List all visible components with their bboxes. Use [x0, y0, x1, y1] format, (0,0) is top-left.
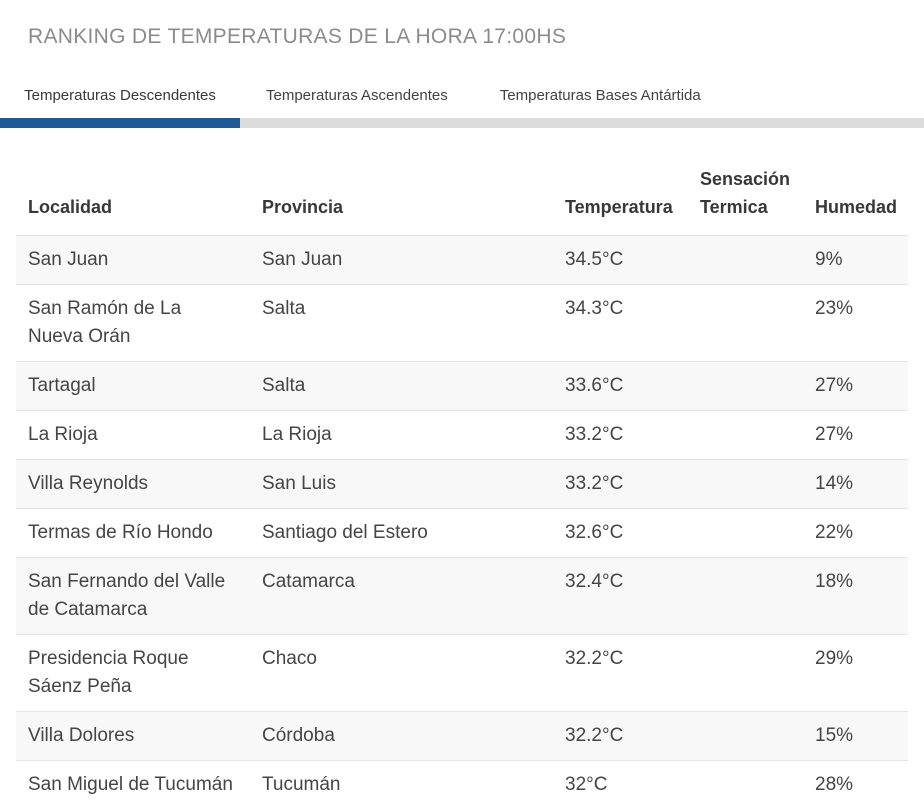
cell-humedad: 29%	[815, 648, 854, 669]
tab-temperaturas-descendentes[interactable]: Temperaturas Descendentes	[24, 87, 216, 104]
cell-localidad: Presidencia Roque Sáenz Peña	[28, 648, 189, 697]
cell-provincia: La Rioja	[262, 424, 332, 445]
table-row: San Miguel de Tucumán Tucumán 32°C 28%	[16, 760, 908, 802]
cell-temperatura: 33.2°C	[565, 473, 624, 494]
cell-temperatura: 32.4°C	[565, 571, 624, 592]
cell-sensacion-termica	[688, 362, 803, 411]
table-row: La Rioja La Rioja 33.2°C 27%	[16, 410, 908, 460]
cell-provincia: Catamarca	[262, 571, 355, 592]
table-row: San Fernando del Valle de Catamarca Cata…	[16, 557, 908, 635]
cell-sensacion-termica	[688, 236, 803, 285]
table-row: San Juan San Juan 34.5°C 9%	[16, 235, 908, 285]
tab-temperaturas-bases-antartida[interactable]: Temperaturas Bases Antártida	[499, 87, 701, 104]
tab-temperaturas-ascendentes[interactable]: Temperaturas Ascendentes	[266, 87, 448, 104]
cell-localidad: Villa Reynolds	[28, 473, 149, 494]
table-header-row: Localidad Provincia Temperatura Sensació…	[16, 165, 908, 236]
table-row: Tartagal Salta 33.6°C 27%	[16, 361, 908, 411]
cell-localidad: Termas de Río Hondo	[28, 522, 213, 543]
cell-temperatura: 32.2°C	[565, 648, 624, 669]
cell-temperatura: 32°C	[565, 774, 608, 795]
cell-sensacion-termica	[688, 635, 803, 712]
cell-temperatura: 32.6°C	[565, 522, 624, 543]
column-header-temperatura: Temperatura	[565, 197, 673, 217]
cell-temperatura: 34.5°C	[565, 249, 624, 270]
cell-provincia: Salta	[262, 298, 306, 319]
cell-provincia: Chaco	[262, 648, 317, 669]
cell-localidad: La Rioja	[28, 424, 98, 445]
cell-humedad: 14%	[815, 473, 854, 494]
cell-localidad: Villa Dolores	[28, 725, 135, 746]
table-row: Villa Dolores Córdoba 32.2°C 15%	[16, 711, 908, 761]
cell-provincia: Tucumán	[262, 774, 341, 795]
cell-provincia: San Juan	[262, 249, 343, 270]
cell-sensacion-termica	[688, 712, 803, 761]
cell-humedad: 22%	[815, 522, 854, 543]
tab-bar: Temperaturas Descendentes Temperaturas A…	[0, 88, 924, 104]
cell-localidad: San Miguel de Tucumán	[28, 774, 233, 795]
table-row: Termas de Río Hondo Santiago del Estero …	[16, 508, 908, 558]
column-header-localidad: Localidad	[28, 197, 113, 217]
table-body: San Juan San Juan 34.5°C 9% San Ramón de…	[16, 235, 908, 802]
cell-temperatura: 33.2°C	[565, 424, 624, 445]
table-row: Presidencia Roque Sáenz Peña Chaco 32.2°…	[16, 634, 908, 712]
cell-sensacion-termica	[688, 509, 803, 558]
column-header-sensacion-termica: Sensación Termica	[700, 169, 791, 217]
cell-temperatura: 34.3°C	[565, 298, 624, 319]
cell-sensacion-termica	[688, 285, 803, 362]
page-title: RANKING DE TEMPERATURAS DE LA HORA 17:00…	[28, 25, 567, 48]
cell-provincia: Córdoba	[262, 725, 335, 746]
column-header-humedad: Humedad	[815, 197, 898, 217]
column-header-provincia: Provincia	[262, 197, 344, 217]
cell-provincia: Salta	[262, 375, 306, 396]
table-row: San Ramón de La Nueva Orán Salta 34.3°C …	[16, 284, 908, 362]
cell-humedad: 27%	[815, 375, 854, 396]
cell-humedad: 28%	[815, 774, 854, 795]
cell-sensacion-termica	[688, 460, 803, 509]
cell-provincia: Santiago del Estero	[262, 522, 428, 543]
cell-localidad: San Ramón de La Nueva Orán	[28, 298, 182, 347]
cell-temperatura: 33.6°C	[565, 375, 624, 396]
temperature-ranking-table: Localidad Provincia Temperatura Sensació…	[16, 165, 908, 802]
cell-sensacion-termica	[688, 761, 803, 802]
cell-humedad: 27%	[815, 424, 854, 445]
cell-humedad: 9%	[815, 249, 843, 270]
cell-localidad: San Juan	[28, 249, 109, 270]
active-tab-indicator	[0, 118, 240, 128]
cell-sensacion-termica	[688, 411, 803, 460]
cell-localidad: San Fernando del Valle de Catamarca	[28, 571, 226, 620]
table-row: Villa Reynolds San Luis 33.2°C 14%	[16, 459, 908, 509]
cell-sensacion-termica	[688, 558, 803, 635]
cell-humedad: 23%	[815, 298, 854, 319]
tab-indicator-track	[0, 118, 924, 128]
cell-temperatura: 32.2°C	[565, 725, 624, 746]
cell-humedad: 15%	[815, 725, 854, 746]
cell-localidad: Tartagal	[28, 375, 96, 396]
cell-provincia: San Luis	[262, 473, 336, 494]
cell-humedad: 18%	[815, 571, 854, 592]
